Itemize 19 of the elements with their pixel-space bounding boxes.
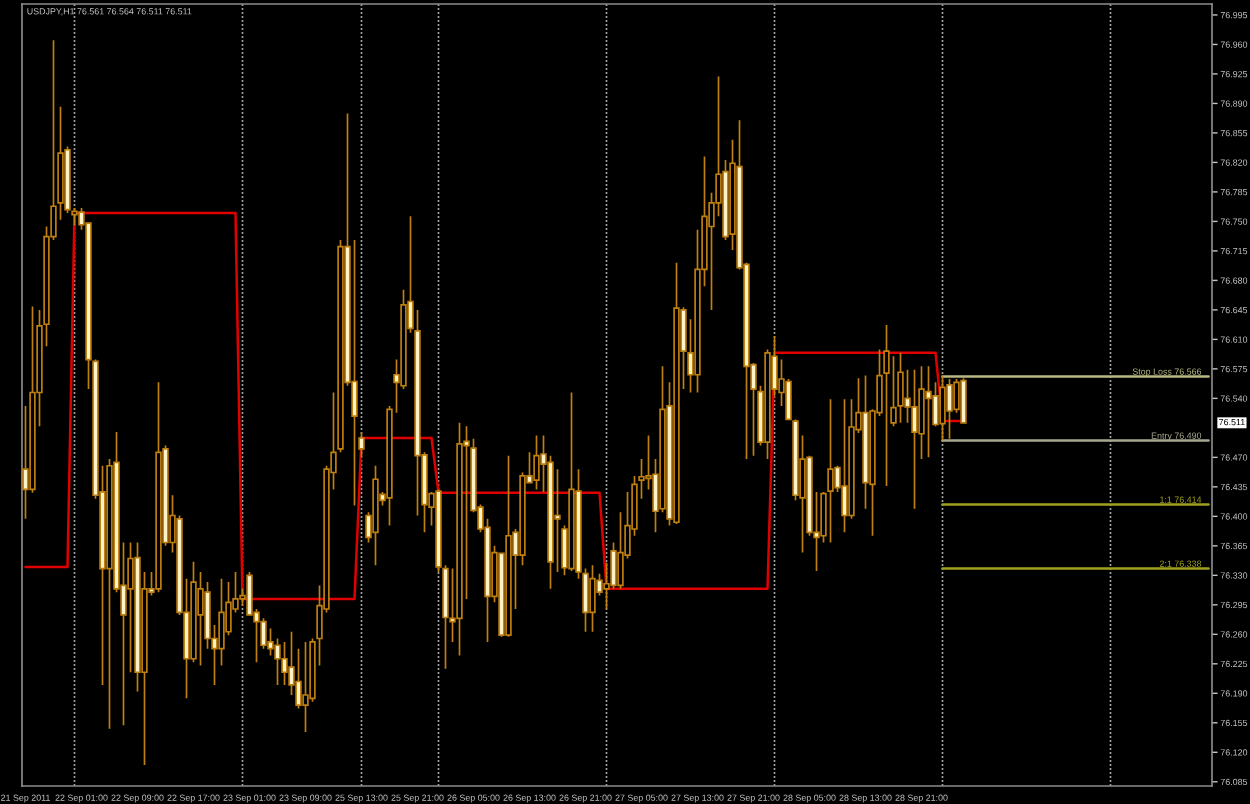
- candlestick: [302, 641, 309, 733]
- candlestick: [897, 352, 904, 424]
- candlestick: [939, 374, 946, 442]
- candlestick: [456, 421, 463, 657]
- candlestick: [505, 454, 512, 638]
- candlestick: [946, 378, 953, 440]
- candlestick: [533, 434, 540, 491]
- candlestick: [960, 377, 967, 424]
- candlestick: [589, 564, 596, 633]
- line-series: [24, 211, 965, 601]
- candlestick: [155, 381, 162, 594]
- candlestick: [925, 365, 932, 459]
- candlestick: [372, 464, 379, 567]
- candlestick: [827, 398, 834, 544]
- candlestick: [568, 391, 575, 572]
- candlestick: [883, 324, 890, 487]
- candlestick: [673, 261, 680, 525]
- candlestick: [841, 398, 848, 534]
- candlestick: [911, 368, 918, 510]
